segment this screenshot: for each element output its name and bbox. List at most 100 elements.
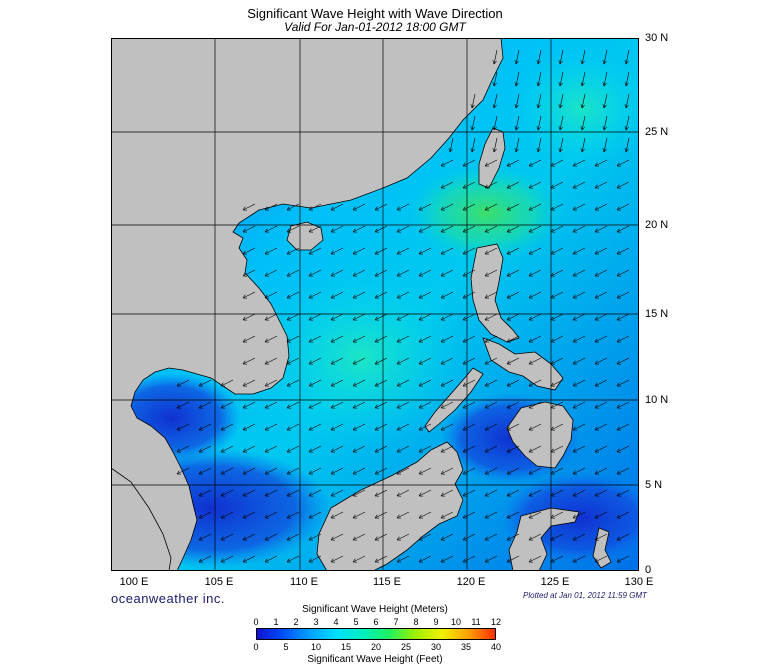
wave-arrow <box>418 335 432 343</box>
wave-arrow <box>242 511 256 519</box>
wave-arrow <box>616 313 630 321</box>
wave-arrow <box>506 335 520 343</box>
wave-arrow <box>506 445 520 453</box>
wave-arrow <box>374 357 388 365</box>
wave-arrow <box>536 49 542 65</box>
mid-wave-zone-north <box>511 48 639 168</box>
wave-arrow <box>602 115 608 131</box>
wave-arrow <box>506 159 520 167</box>
wave-arrow <box>374 247 388 255</box>
wave-arrow <box>506 181 520 189</box>
wave-arrow <box>594 379 608 387</box>
wave-arrow <box>286 313 300 321</box>
wave-arrow <box>352 313 366 321</box>
wave-arrow <box>594 291 608 299</box>
sumatra-island <box>111 467 172 571</box>
wave-arrow <box>440 379 454 387</box>
wave-arrow <box>514 71 520 87</box>
wave-arrow <box>602 93 608 109</box>
wave-direction-arrows <box>176 49 630 563</box>
wave-arrow <box>220 401 234 409</box>
wave-arrow <box>440 401 454 409</box>
wave-arrow <box>198 379 212 387</box>
wave-arrow <box>396 225 410 233</box>
wave-arrow <box>308 247 322 255</box>
wave-arrow <box>330 357 344 365</box>
wave-arrow <box>242 269 256 277</box>
lon-label-125e: 125 E <box>540 576 570 588</box>
wave-arrow <box>286 291 300 299</box>
meter-tick: 2 <box>293 617 299 627</box>
wave-arrow <box>286 203 300 211</box>
wave-arrow <box>198 445 212 453</box>
wave-arrow <box>594 203 608 211</box>
meter-tick: 0 <box>253 617 259 627</box>
wave-arrow <box>492 71 498 87</box>
lon-label-110e: 110 E <box>290 576 318 588</box>
wave-arrow <box>470 115 476 131</box>
wave-arrow <box>484 533 498 541</box>
wave-arrow <box>440 225 454 233</box>
colorbar-title-feet: Significant Wave Height (Feet) <box>307 654 443 665</box>
colorbar-title-meters: Significant Wave Height (Meters) <box>302 604 448 615</box>
wave-arrow <box>242 467 256 475</box>
valid-time: Valid For Jan-01-2012 18:00 GMT <box>284 20 466 34</box>
wave-arrow <box>242 247 256 255</box>
wave-arrow <box>506 401 520 409</box>
wave-arrow <box>286 269 300 277</box>
wave-arrow <box>616 203 630 211</box>
meter-tick: 9 <box>433 617 439 627</box>
wave-arrow <box>264 423 278 431</box>
wave-arrow <box>242 401 256 409</box>
feet-tick: 0 <box>253 642 259 652</box>
wave-arrow <box>616 291 630 299</box>
wave-arrow <box>572 247 586 255</box>
wave-arrow <box>462 335 476 343</box>
wave-arrow <box>330 225 344 233</box>
wave-arrow <box>492 137 498 153</box>
wave-arrow <box>264 269 278 277</box>
wave-arrow <box>352 379 366 387</box>
wave-arrow <box>440 533 454 541</box>
wave-arrow <box>572 181 586 189</box>
wave-arrow <box>374 203 388 211</box>
wave-arrow <box>462 445 476 453</box>
wave-arrow <box>594 511 608 519</box>
wave-arrow <box>528 555 542 563</box>
wave-arrow <box>550 533 564 541</box>
meter-tick: 6 <box>373 617 379 627</box>
wave-arrow <box>550 445 564 453</box>
wave-arrow <box>330 291 344 299</box>
wave-arrow <box>264 533 278 541</box>
wave-arrow <box>264 313 278 321</box>
wave-arrow <box>616 511 630 519</box>
wave-arrow <box>462 423 476 431</box>
wave-arrow <box>528 379 542 387</box>
wave-arrow <box>484 313 498 321</box>
wave-arrow <box>396 533 410 541</box>
wave-arrow <box>220 445 234 453</box>
wave-arrow <box>220 511 234 519</box>
wave-arrow <box>550 225 564 233</box>
wave-arrow <box>308 555 322 563</box>
wave-arrow <box>352 511 366 519</box>
wave-arrow <box>264 247 278 255</box>
meter-tick: 4 <box>333 617 339 627</box>
wave-arrow <box>528 291 542 299</box>
wave-arrow <box>396 313 410 321</box>
wave-arrow <box>396 401 410 409</box>
wave-arrow <box>528 423 542 431</box>
wave-arrow <box>462 313 476 321</box>
wave-arrow <box>624 93 630 109</box>
wave-arrow <box>198 401 212 409</box>
wave-arrow <box>462 203 476 211</box>
wave-arrow <box>440 181 454 189</box>
wave-arrow <box>242 313 256 321</box>
wave-arrow <box>558 93 564 109</box>
wave-arrow <box>602 137 608 153</box>
wave-arrow <box>550 423 564 431</box>
wave-arrow <box>616 489 630 497</box>
wave-arrow <box>418 313 432 321</box>
wave-arrow <box>198 555 212 563</box>
wave-arrow <box>374 313 388 321</box>
